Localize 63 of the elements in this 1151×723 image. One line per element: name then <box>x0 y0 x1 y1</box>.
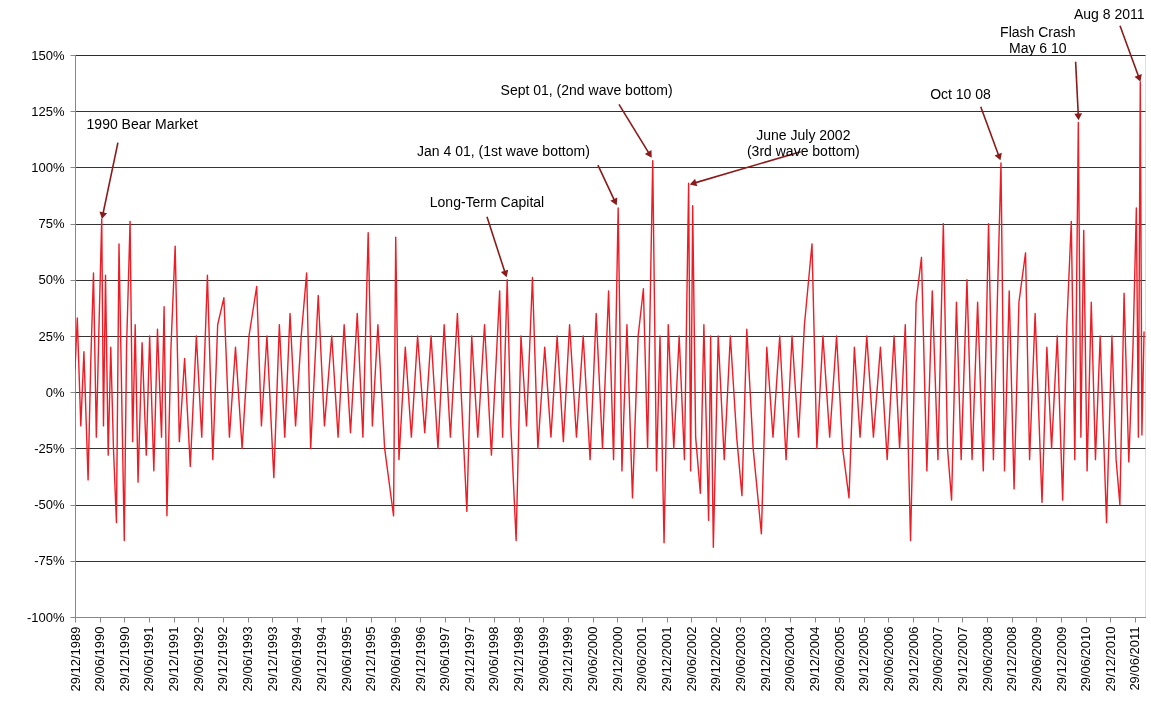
x-tick-label: 29/12/2006 <box>905 626 921 692</box>
x-tick-label: 29/06/2011 <box>1127 626 1143 691</box>
x-tick-label: 29/06/2003 <box>732 626 748 692</box>
x-tick-label: 29/12/1993 <box>264 626 280 692</box>
y-tick-label: 50% <box>38 272 65 288</box>
annotation: Aug 8 2011 <box>1073 5 1145 22</box>
x-tick-label: 29/12/1990 <box>116 626 132 692</box>
x-tick-label: 29/12/2009 <box>1053 626 1069 692</box>
x-tick-label: 29/06/2010 <box>1078 626 1094 692</box>
x-tick-label: 29/06/1997 <box>437 626 453 692</box>
x-tick-label: 29/06/2008 <box>979 626 995 692</box>
x-tick-label: 29/12/1991 <box>166 626 182 692</box>
x-tick-label: 29/06/2000 <box>585 626 601 692</box>
annotation: Flash Crash May 6 10 <box>1000 23 1076 56</box>
annotation: Jan 4 01, (1st wave bottom) <box>417 142 590 159</box>
x-tick-label: 29/12/1989 <box>67 626 83 692</box>
y-tick-label: 100% <box>31 159 65 175</box>
x-tick-label: 29/06/2007 <box>930 626 946 692</box>
annotation: June July 2002 (3rd wave bottom) <box>746 126 860 159</box>
y-tick-label: 25% <box>38 328 65 344</box>
x-tick-label: 29/06/1999 <box>535 626 551 692</box>
x-tick-label: 29/06/1996 <box>387 626 403 692</box>
annotation: Oct 10 08 <box>930 86 992 103</box>
x-tick-label: 29/12/1992 <box>215 626 231 692</box>
x-tick-label: 29/12/2002 <box>708 626 724 692</box>
x-tick-label: 29/06/1990 <box>92 626 108 692</box>
x-tick-label: 29/12/2005 <box>856 626 872 692</box>
x-tick-label: 29/06/2009 <box>1028 626 1044 692</box>
x-tick-label: 29/06/1993 <box>240 626 256 692</box>
x-tick-label: 29/12/2000 <box>609 626 625 692</box>
y-tick-label: 150% <box>31 47 65 63</box>
y-tick-label: -25% <box>34 440 65 456</box>
x-tick-label: 29/12/1996 <box>412 626 428 692</box>
x-tick-label: 29/12/1999 <box>560 626 576 692</box>
x-tick-label: 29/12/2003 <box>757 626 773 692</box>
x-tick-label: 29/12/2001 <box>659 626 675 692</box>
x-tick-label: 29/12/1995 <box>363 626 379 692</box>
x-tick-label: 29/06/1998 <box>486 626 502 692</box>
x-tick-label: 29/12/1997 <box>461 626 477 692</box>
x-tick-label: 29/12/2008 <box>1004 626 1020 692</box>
y-tick-label: 0% <box>45 384 65 400</box>
x-tick-label: 29/12/2010 <box>1102 626 1118 692</box>
y-tick-label: -100% <box>26 609 65 625</box>
y-tick-label: 75% <box>38 216 65 232</box>
x-tick-label: 29/06/1992 <box>190 626 206 692</box>
x-tick-label: 29/12/2007 <box>954 626 970 692</box>
x-tick-label: 29/12/2004 <box>807 626 823 692</box>
x-tick-label: 29/06/2005 <box>831 626 847 692</box>
annotation: 1990 Bear Market <box>86 115 198 132</box>
x-tick-label: 29/06/2004 <box>782 626 798 692</box>
y-tick-label: -75% <box>34 553 65 569</box>
x-tick-label: 29/06/1995 <box>338 626 354 692</box>
x-tick-label: 29/12/1998 <box>511 626 527 692</box>
x-tick-label: 29/12/1994 <box>313 626 329 692</box>
x-tick-label: 29/06/2006 <box>880 626 896 692</box>
y-tick-label: -50% <box>34 497 65 513</box>
annotation: Long-Term Capital <box>429 194 545 211</box>
annotation: Sept 01, (2nd wave bottom) <box>500 81 673 98</box>
x-tick-label: 29/06/1994 <box>289 626 305 692</box>
y-tick-label: 125% <box>31 103 65 119</box>
x-tick-label: 29/06/1991 <box>141 626 157 692</box>
x-tick-label: 29/06/2001 <box>634 626 650 692</box>
x-tick-label: 29/06/2002 <box>683 626 699 692</box>
